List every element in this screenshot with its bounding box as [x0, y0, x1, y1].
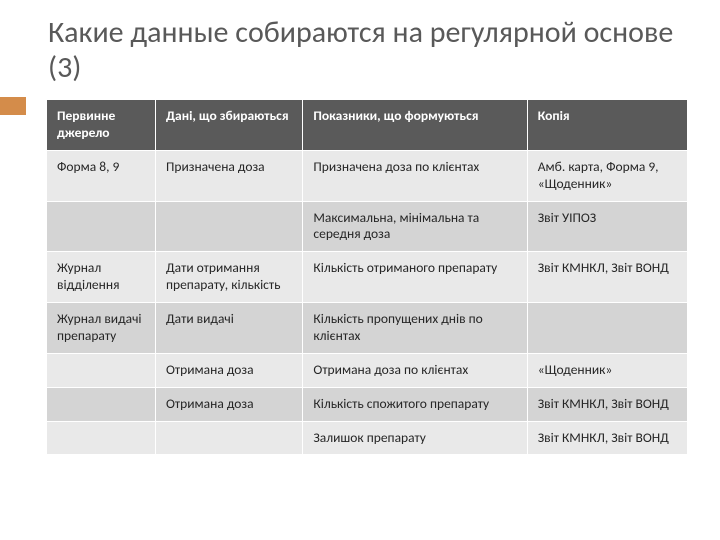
cell: Кількість отриманого препарату — [303, 252, 527, 303]
cell — [527, 303, 687, 354]
slide-title: Какие данные собираются на регулярной ос… — [46, 16, 688, 85]
cell: Дати видачі — [155, 303, 302, 354]
col-header: Дані, що збираються — [155, 100, 302, 151]
cell — [47, 421, 156, 455]
cell: Амб. карта, Форма 9, «Щоденник» — [527, 150, 687, 201]
cell — [155, 201, 302, 252]
table-row: Журнал видачі препарату Дати видачі Кіль… — [47, 303, 688, 354]
table-row: Форма 8, 9 Призначена доза Призначена до… — [47, 150, 688, 201]
cell: Призначена доза — [155, 150, 302, 201]
cell — [155, 421, 302, 455]
data-table: Первинне джерело Дані, що збираються Пок… — [46, 99, 688, 455]
cell: Дати отримання препарату, кількість — [155, 252, 302, 303]
cell: Звіт КМНКЛ, Звіт ВОНД — [527, 387, 687, 421]
cell: Звіт УІПОЗ — [527, 201, 687, 252]
cell: Отримана доза по клієнтах — [303, 353, 527, 387]
cell — [47, 201, 156, 252]
table-body: Форма 8, 9 Призначена доза Призначена до… — [47, 150, 688, 455]
cell: Звіт КМНКЛ, Звіт ВОНД — [527, 252, 687, 303]
cell — [47, 387, 156, 421]
cell: Журнал відділення — [47, 252, 156, 303]
table-header-row: Первинне джерело Дані, що збираються Пок… — [47, 100, 688, 151]
table-row: Отримана доза Отримана доза по клієнтах … — [47, 353, 688, 387]
cell: Кількість пропущених днів по клієнтах — [303, 303, 527, 354]
col-header: Показники, що формуються — [303, 100, 527, 151]
table-row: Залишок препарату Звіт КМНКЛ, Звіт ВОНД — [47, 421, 688, 455]
cell: Призначена доза по клієнтах — [303, 150, 527, 201]
accent-bar — [0, 97, 26, 115]
cell: Форма 8, 9 — [47, 150, 156, 201]
table-row: Отримана доза Кількість спожитого препар… — [47, 387, 688, 421]
cell: Максимальна, мінімальна та середня доза — [303, 201, 527, 252]
col-header: Первинне джерело — [47, 100, 156, 151]
col-header: Копія — [527, 100, 687, 151]
cell: «Щоденник» — [527, 353, 687, 387]
cell: Звіт КМНКЛ, Звіт ВОНД — [527, 421, 687, 455]
cell: Журнал видачі препарату — [47, 303, 156, 354]
cell: Отримана доза — [155, 353, 302, 387]
cell: Отримана доза — [155, 387, 302, 421]
table-row: Журнал відділення Дати отримання препара… — [47, 252, 688, 303]
slide: Какие данные собираются на регулярной ос… — [0, 0, 720, 540]
cell: Залишок препарату — [303, 421, 527, 455]
cell: Кількість спожитого препарату — [303, 387, 527, 421]
table-row: Максимальна, мінімальна та середня доза … — [47, 201, 688, 252]
cell — [47, 353, 156, 387]
